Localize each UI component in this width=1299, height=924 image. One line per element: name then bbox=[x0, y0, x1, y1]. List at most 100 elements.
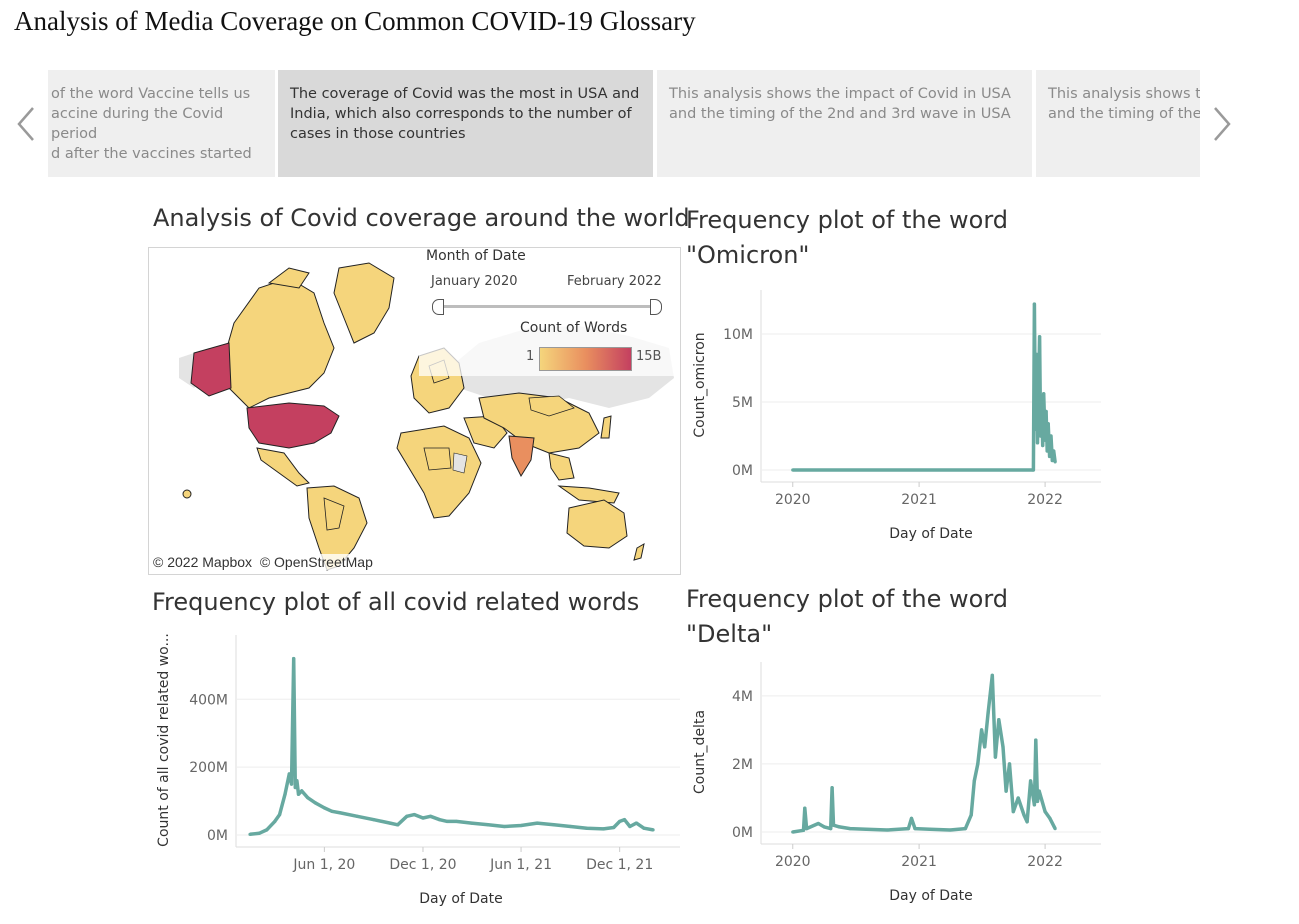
data-point bbox=[585, 826, 589, 830]
data-point bbox=[601, 827, 606, 831]
data-point bbox=[948, 828, 952, 832]
world-map-svg bbox=[179, 248, 680, 571]
range-start-label: January 2020 bbox=[431, 274, 518, 289]
data-point bbox=[986, 711, 990, 715]
y-tick-label: 2M bbox=[732, 757, 753, 773]
data-point bbox=[338, 811, 343, 815]
delta-panel-title: Frequency plot of the word "Delta" bbox=[686, 585, 1009, 648]
y-tick-label: 5M bbox=[732, 395, 753, 411]
data-point bbox=[1041, 443, 1045, 448]
map-country bbox=[223, 277, 335, 409]
data-point bbox=[990, 673, 994, 678]
data-point bbox=[928, 827, 932, 831]
data-point bbox=[612, 825, 616, 830]
data-point bbox=[634, 821, 638, 825]
data-point bbox=[1033, 427, 1038, 431]
map-country bbox=[190, 342, 232, 397]
map-region-nodata bbox=[452, 452, 468, 474]
story-carousel: of the word Vaccine tells us accine duri… bbox=[48, 70, 1200, 177]
month-filter-label: Month of Date bbox=[426, 248, 526, 264]
data-point bbox=[322, 806, 326, 810]
data-point bbox=[454, 819, 458, 824]
data-point bbox=[885, 828, 889, 832]
delta-line-chart[interactable]: 0M 2M 4M 2020 2021 2022 Day of Date Count_delta bbox=[686, 660, 1116, 920]
data-point bbox=[283, 792, 287, 796]
data-point bbox=[1043, 438, 1047, 442]
data-point bbox=[388, 821, 392, 825]
chevron-left-icon[interactable] bbox=[13, 102, 39, 146]
map-country bbox=[548, 452, 575, 481]
data-point bbox=[469, 821, 474, 825]
data-point bbox=[428, 814, 433, 818]
map-country bbox=[182, 489, 192, 499]
story-point-1[interactable]: of the word Vaccine tells us accine duri… bbox=[48, 70, 275, 177]
data-point bbox=[791, 468, 795, 472]
data-point bbox=[1032, 302, 1036, 306]
map-country bbox=[633, 543, 645, 561]
data-point bbox=[1034, 352, 1039, 356]
omicron-panel-title: Frequency plot of the word "Omicron" bbox=[686, 206, 1009, 269]
chevron-right-icon[interactable] bbox=[1209, 102, 1235, 146]
data-point bbox=[830, 786, 834, 790]
x-tick-label: Dec 1, 21 bbox=[586, 857, 653, 873]
data-point bbox=[313, 801, 317, 805]
data-point bbox=[1025, 820, 1029, 824]
x-tick-label: 2021 bbox=[901, 492, 937, 508]
world-map[interactable]: Month of Date January 2020 February 2022… bbox=[148, 247, 681, 575]
story-point-text: The coverage of Covid was the most in US… bbox=[290, 86, 640, 142]
data-point bbox=[1040, 400, 1044, 404]
data-point bbox=[300, 789, 304, 793]
series-line bbox=[249, 656, 654, 837]
map-country bbox=[508, 435, 535, 478]
data-point bbox=[864, 827, 868, 831]
map-country bbox=[423, 447, 452, 471]
data-point bbox=[837, 825, 841, 829]
data-point bbox=[292, 656, 296, 661]
story-point-4[interactable]: This analysis shows th and the timing of… bbox=[1036, 70, 1200, 177]
story-point-3[interactable]: This analysis shows the impact of Covid … bbox=[657, 70, 1032, 177]
data-point bbox=[628, 824, 632, 829]
data-point bbox=[289, 782, 294, 786]
slider-handle-start[interactable] bbox=[432, 299, 444, 315]
omicron-line-chart[interactable]: 0M 5M 10M 2020 2021 2022 Day of Date Count_omic… bbox=[686, 280, 1116, 570]
x-tick-label: 2022 bbox=[1027, 492, 1063, 508]
data-point bbox=[1035, 799, 1040, 803]
data-point bbox=[1045, 449, 1049, 453]
map-panel-title: Analysis of Covid coverage around the wo… bbox=[153, 204, 690, 232]
data-point bbox=[651, 828, 655, 832]
data-point bbox=[791, 830, 795, 834]
date-range-slider[interactable] bbox=[432, 297, 662, 317]
data-point bbox=[997, 718, 1001, 722]
series-line bbox=[792, 302, 1057, 472]
x-tick-label: 2022 bbox=[1027, 854, 1063, 870]
map-country bbox=[246, 402, 340, 449]
map-country bbox=[267, 267, 310, 289]
y-tick-label: 200M bbox=[189, 760, 228, 776]
y-tick-label: 0M bbox=[732, 463, 753, 479]
data-point bbox=[1044, 409, 1048, 414]
data-point bbox=[913, 826, 917, 831]
story-point-2[interactable]: The coverage of Covid was the most in US… bbox=[278, 70, 653, 177]
x-axis-title: Day of Date bbox=[889, 526, 973, 542]
x-axis-title: Day of Date bbox=[419, 891, 503, 907]
x-tick-label: 2020 bbox=[775, 854, 811, 870]
data-point bbox=[372, 818, 376, 822]
data-point bbox=[421, 816, 425, 820]
data-point bbox=[848, 826, 852, 831]
legend-max-label: 15B bbox=[636, 349, 662, 364]
map-attribution[interactable]: © 2022 Mapbox © OpenStreetMap bbox=[153, 554, 373, 570]
data-point bbox=[1016, 796, 1020, 800]
data-point bbox=[355, 814, 359, 818]
story-point-text: This analysis shows th and the timing of… bbox=[1048, 86, 1200, 122]
all-words-line-chart[interactable]: 0M 200M 400M Jun 1, 20 Dec 1, 20 Jun 1, 21 Dec… bbox=[150, 625, 680, 920]
legend-min-label: 1 bbox=[526, 349, 535, 364]
y-axis-title: Count of all covid related wo... bbox=[156, 633, 172, 847]
data-point bbox=[306, 796, 310, 800]
data-point bbox=[396, 823, 400, 827]
slider-handle-end[interactable] bbox=[650, 299, 662, 315]
map-country bbox=[528, 395, 575, 417]
data-point bbox=[405, 814, 409, 818]
data-point bbox=[979, 728, 984, 732]
data-point bbox=[502, 824, 506, 829]
data-point bbox=[1048, 816, 1052, 820]
